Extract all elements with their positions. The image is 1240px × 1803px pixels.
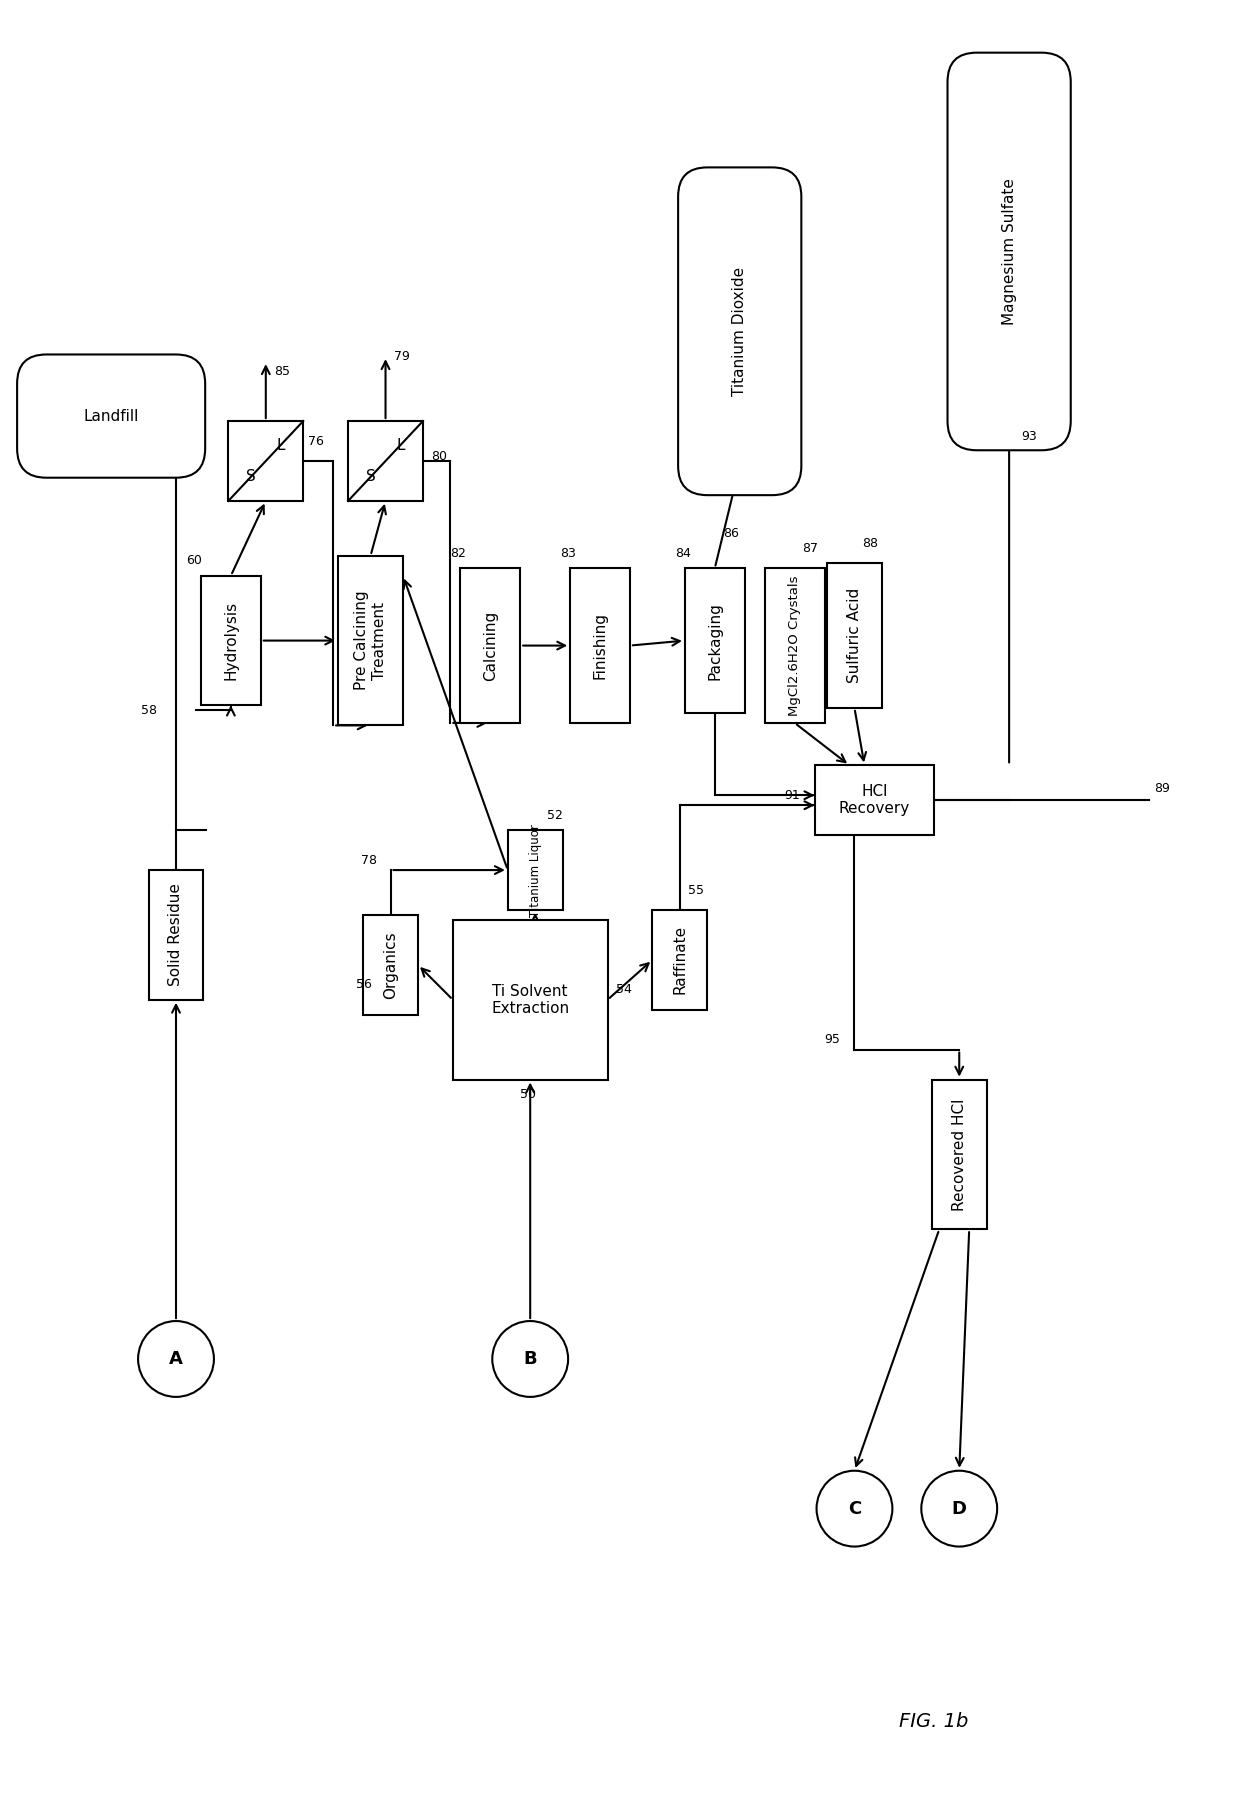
Text: 85: 85 (274, 364, 290, 377)
Circle shape (138, 1322, 215, 1397)
Text: B: B (523, 1350, 537, 1368)
Text: 84: 84 (675, 546, 691, 559)
Text: Raffinate: Raffinate (672, 925, 687, 995)
Circle shape (817, 1471, 893, 1547)
Text: 95: 95 (825, 1033, 841, 1046)
FancyBboxPatch shape (678, 168, 801, 496)
Text: S: S (366, 469, 376, 485)
Bar (765, 568, 825, 723)
Text: Sulfuric Acid: Sulfuric Acid (847, 588, 862, 683)
Text: L: L (277, 438, 285, 453)
Text: A: A (169, 1350, 184, 1368)
Text: 56: 56 (356, 979, 372, 992)
Bar (815, 764, 934, 835)
Bar (201, 575, 260, 705)
Text: 78: 78 (361, 853, 377, 867)
Bar (652, 911, 707, 1010)
Circle shape (492, 1322, 568, 1397)
Circle shape (921, 1471, 997, 1547)
Text: 80: 80 (432, 449, 446, 463)
Bar (339, 555, 403, 725)
Text: Hydrolysis: Hydrolysis (223, 600, 238, 680)
Text: L: L (397, 438, 404, 453)
Text: D: D (952, 1500, 967, 1518)
Text: S: S (246, 469, 255, 485)
Bar (228, 422, 304, 501)
Text: Finishing: Finishing (593, 611, 608, 680)
FancyBboxPatch shape (17, 355, 205, 478)
Bar (507, 829, 563, 911)
Bar (570, 568, 630, 723)
Text: 52: 52 (547, 810, 563, 822)
Text: MgCl2.6H2O Crystals: MgCl2.6H2O Crystals (789, 575, 801, 716)
Text: 88: 88 (863, 537, 878, 550)
Bar (149, 871, 203, 1001)
Text: 54: 54 (615, 983, 631, 997)
Text: 58: 58 (141, 703, 157, 718)
Text: C: C (848, 1500, 861, 1518)
Text: FIG. 1b: FIG. 1b (899, 1711, 968, 1731)
Text: 91: 91 (785, 788, 800, 802)
Text: 60: 60 (186, 554, 202, 568)
Bar (348, 422, 423, 501)
Text: HCl
Recovery: HCl Recovery (838, 784, 910, 817)
FancyBboxPatch shape (947, 52, 1070, 451)
Text: Landfill: Landfill (83, 409, 139, 424)
Text: 76: 76 (309, 435, 324, 447)
Text: 82: 82 (450, 546, 466, 559)
Text: 79: 79 (393, 350, 409, 362)
Text: Calcining: Calcining (482, 611, 497, 682)
Text: Pre Calcining
Treatment: Pre Calcining Treatment (355, 591, 387, 691)
Text: 55: 55 (688, 883, 704, 896)
Text: Ti Solvent
Extraction: Ti Solvent Extraction (491, 984, 569, 1015)
Text: 86: 86 (723, 526, 739, 539)
Bar (827, 563, 882, 709)
Text: Titanium Liquor: Titanium Liquor (528, 824, 542, 916)
Text: Recovered HCl: Recovered HCl (952, 1098, 967, 1210)
Text: 93: 93 (1021, 429, 1037, 442)
Bar (363, 914, 418, 1015)
Text: Solid Residue: Solid Residue (169, 883, 184, 986)
Bar (460, 568, 521, 723)
Text: Packaging: Packaging (707, 602, 722, 680)
Bar (684, 568, 745, 712)
Bar (453, 920, 608, 1080)
Text: 83: 83 (560, 546, 577, 559)
Text: 50: 50 (521, 1087, 536, 1102)
Text: 89: 89 (1153, 783, 1169, 795)
Text: Titanium Dioxide: Titanium Dioxide (733, 267, 748, 397)
Bar (931, 1080, 987, 1230)
Text: 87: 87 (802, 541, 818, 555)
Text: Organics: Organics (383, 930, 398, 999)
Text: Magnesium Sulfate: Magnesium Sulfate (1002, 178, 1017, 325)
